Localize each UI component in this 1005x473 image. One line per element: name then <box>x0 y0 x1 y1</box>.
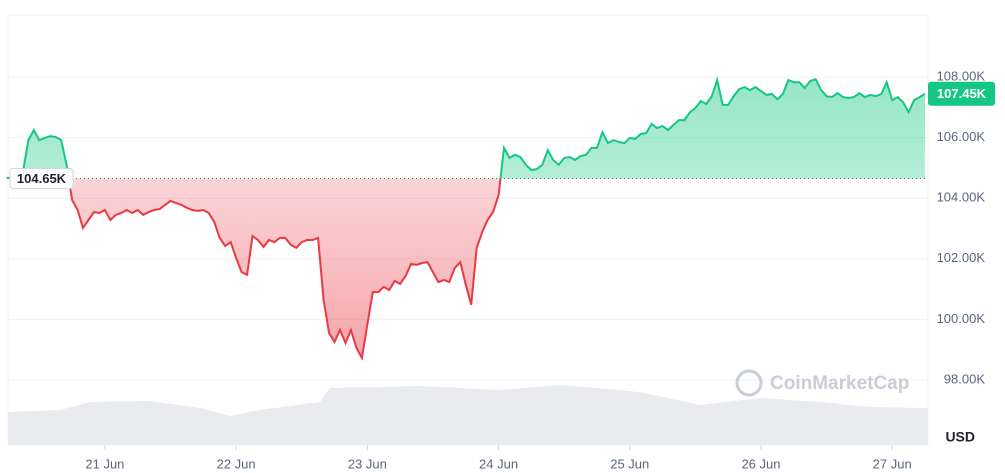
x-tick-label: 24 Jun <box>479 456 518 471</box>
y-tick-label: 108.00K <box>937 69 986 84</box>
baseline-label: 104.65K <box>17 171 67 186</box>
x-tick-label: 26 Jun <box>741 456 780 471</box>
y-unit: USD <box>945 429 975 445</box>
volume-area <box>8 385 928 445</box>
y-tick-label: 104.00K <box>937 190 986 205</box>
baseline-label-box <box>9 168 74 190</box>
area-up <box>6 79 925 179</box>
y-tick-label: 100.00K <box>937 311 986 326</box>
y-tick-label: 98.00K <box>944 371 986 386</box>
last-price-box <box>928 81 995 106</box>
watermark-text: CoinMarketCap <box>770 373 909 394</box>
price-line-down <box>6 178 502 361</box>
x-tick-label: 25 Jun <box>610 456 649 471</box>
x-tick-label: 23 Jun <box>348 456 387 471</box>
x-tick-label: 22 Jun <box>217 456 256 471</box>
area-down <box>68 178 501 358</box>
price-line-up <box>6 76 926 179</box>
y-tick-label: 106.00K <box>937 129 986 144</box>
y-tick-label: 102.00K <box>937 250 986 265</box>
watermark: CoinMarketCap <box>735 369 909 397</box>
last-price-label: 107.45K <box>937 86 987 101</box>
x-tick-label: 27 Jun <box>873 456 912 471</box>
x-tick-label: 21 Jun <box>85 456 124 471</box>
